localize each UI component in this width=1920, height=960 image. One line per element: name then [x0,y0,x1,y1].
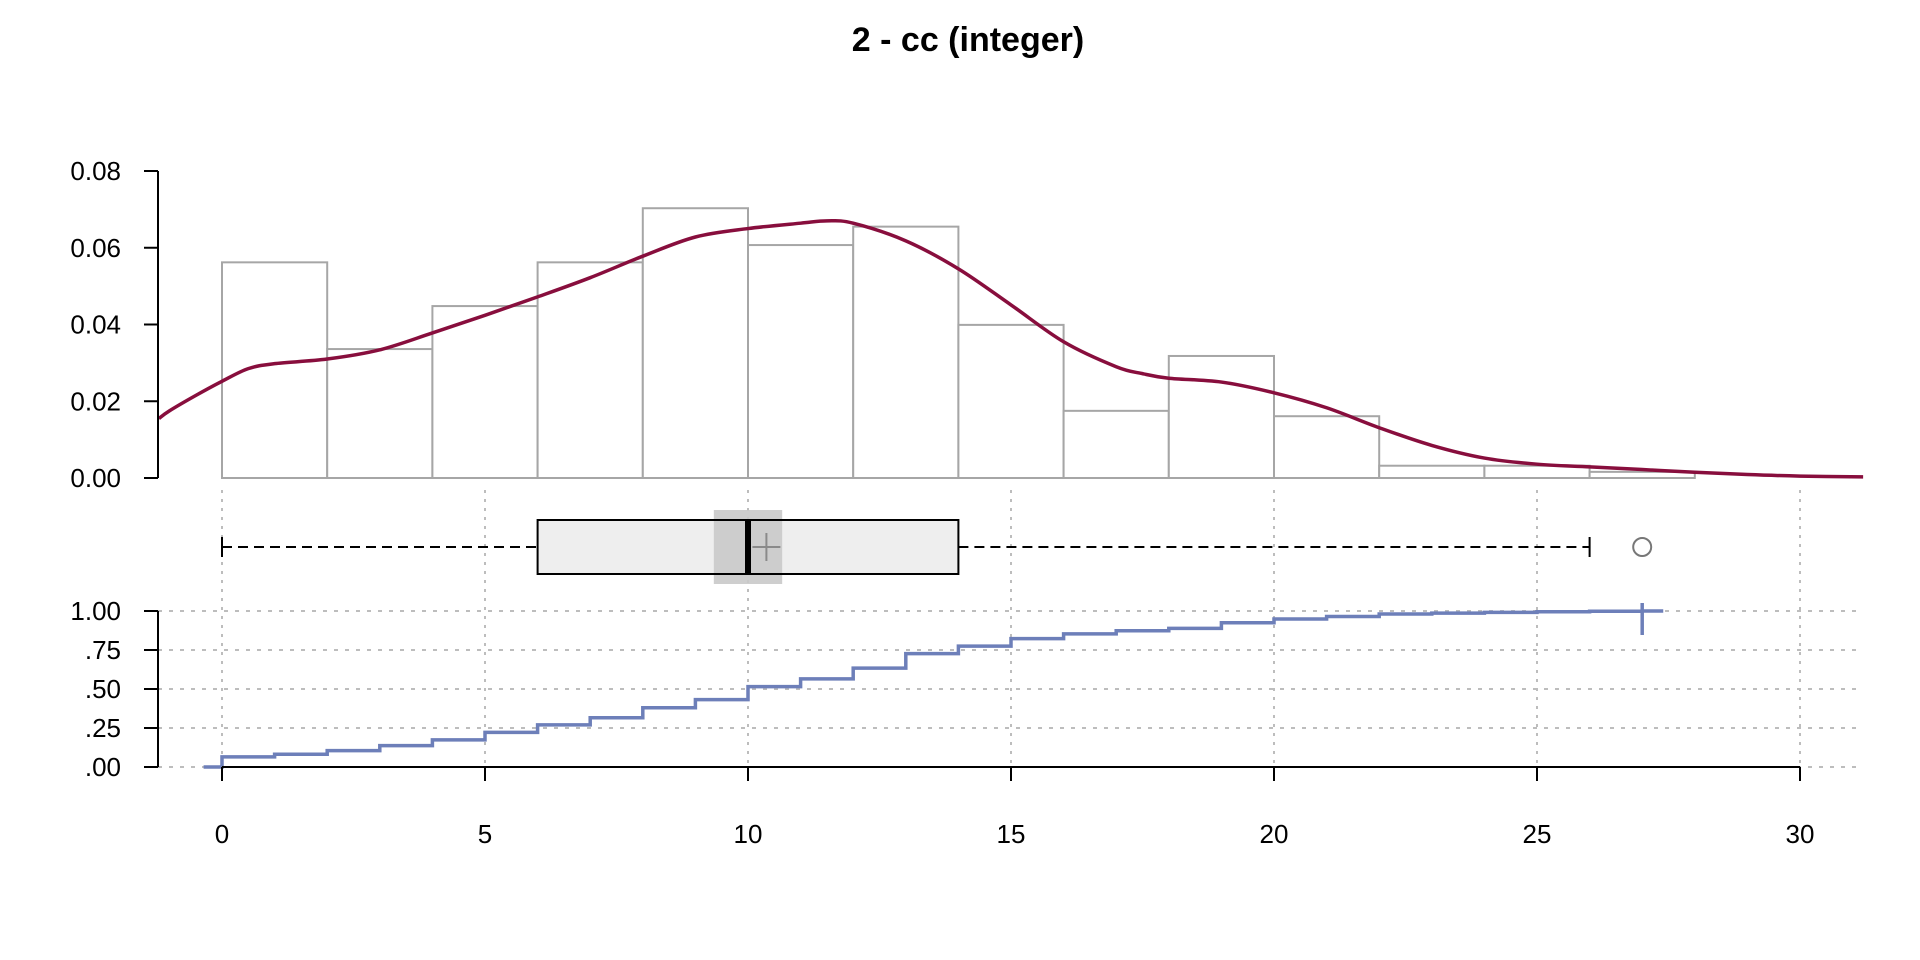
ecdf-y-tick-label: .00 [85,752,121,782]
histogram-bar [326,348,434,479]
histogram-bar [852,225,960,479]
axes: 0.00 0.02 0.04 0.06 0.08 .00 .25 .50 .75 1.00 0 5 10… [70,156,1814,849]
histogram-bar [747,244,855,479]
histogram-bar [1062,409,1170,479]
x-gridlines [221,490,1801,767]
histogram-bar [431,305,539,479]
chart-title: 2 - cc (integer) [852,21,1084,59]
histogram-bar [536,261,644,479]
histogram-bar [1588,470,1696,479]
histogram-bar [641,207,749,479]
histogram-bar [957,323,1065,480]
hist-y-tick-label: 0.00 [70,463,121,493]
hist-y-tick-label: 0.06 [70,233,121,263]
x-tick-label: 15 [997,819,1026,849]
x-tick-label: 25 [1523,819,1552,849]
density-line [157,218,1864,479]
histogram-bar [1167,354,1276,479]
histogram-bar [1273,415,1381,479]
x-tick-label: 0 [215,819,229,849]
density-curve [157,218,1864,479]
ecdf-gridlines [158,610,1858,768]
x-tick-label: 20 [1260,819,1289,849]
histogram-bar [221,261,329,479]
x-tick-label: 10 [734,819,763,849]
histogram-bar [1378,464,1486,480]
ecdf-y-tick-label: .75 [85,635,121,665]
hist-y-tick-label: 0.02 [70,386,121,416]
hist-y-tick-label: 0.04 [70,310,121,340]
hist-y-tick-label: 0.08 [70,156,121,186]
x-tick-label: 5 [478,819,492,849]
ecdf-y-tick-label: 1.00 [70,596,121,626]
outlier-point [1632,537,1653,557]
histogram [221,207,1696,480]
ecdf-plot [203,603,1664,769]
ecdf-y-tick-label: .50 [85,674,121,704]
x-tick-label: 30 [1786,819,1815,849]
boxplot [221,510,1653,584]
ecdf-y-tick-label: .25 [85,713,121,743]
ecdf-line [203,609,1664,769]
